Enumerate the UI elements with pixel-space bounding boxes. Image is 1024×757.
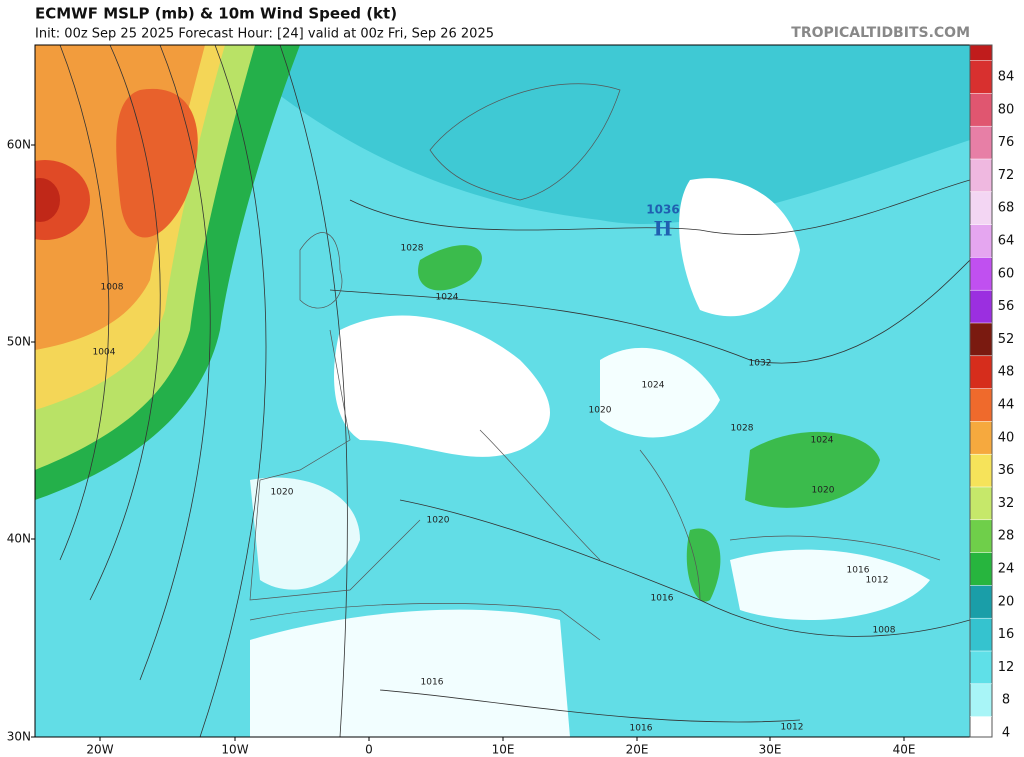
map bbox=[35, 45, 970, 737]
colorbar-label: 40 bbox=[998, 430, 1015, 445]
lon-label: 0 bbox=[365, 743, 373, 757]
colorbar-band bbox=[970, 421, 992, 455]
isobar-label: 1024 bbox=[642, 381, 665, 391]
colorbar-label: 60 bbox=[998, 266, 1015, 281]
lon-label: 30E bbox=[759, 743, 782, 757]
colorbar-label: 68 bbox=[998, 201, 1015, 216]
colorbar-label: 80 bbox=[998, 102, 1015, 117]
title: ECMWF MSLP (mb) & 10m Wind Speed (kt) bbox=[35, 5, 397, 23]
lat-label: 30N bbox=[7, 730, 31, 744]
lon-label: 20E bbox=[626, 743, 649, 757]
colorbar-band bbox=[970, 618, 992, 651]
colorbar-band bbox=[970, 126, 992, 159]
isobar-label: 1032 bbox=[749, 359, 772, 369]
colorbar-band bbox=[970, 257, 992, 291]
colorbar-band bbox=[970, 552, 992, 586]
subtitle: Init: 00z Sep 25 2025 Forecast Hour: [24… bbox=[35, 27, 494, 42]
colorbar-label: 32 bbox=[998, 496, 1015, 511]
lat-label: 60N bbox=[7, 138, 31, 152]
isobar-label: 1008 bbox=[873, 626, 896, 636]
high-symbol: H bbox=[654, 217, 673, 241]
isobar-label: 1028 bbox=[731, 424, 754, 434]
colorbar-label: 28 bbox=[998, 529, 1015, 544]
colorbar-label: 16 bbox=[998, 627, 1015, 642]
colorbar-label: 76 bbox=[998, 135, 1015, 150]
colorbar-band bbox=[970, 93, 992, 127]
colorbar-band bbox=[970, 716, 992, 737]
coastlines bbox=[249, 83, 941, 641]
isobar-label: 1028 bbox=[401, 244, 424, 254]
isobar-label: 1020 bbox=[812, 486, 835, 496]
isobar-label: 1012 bbox=[781, 723, 804, 733]
colorbar-band bbox=[970, 323, 992, 356]
colorbar-band bbox=[970, 159, 992, 192]
colorbar-band bbox=[970, 585, 992, 619]
isobar-label: 1016 bbox=[651, 594, 674, 604]
colorbar-label: 36 bbox=[998, 463, 1015, 478]
colorbar-label: 56 bbox=[998, 299, 1015, 314]
colorbar-label: 72 bbox=[998, 168, 1015, 183]
colorbar-band bbox=[970, 519, 992, 553]
lat-label: 50N bbox=[7, 335, 31, 349]
colorbar-label: 48 bbox=[998, 365, 1015, 380]
colorbar-label: 44 bbox=[998, 398, 1015, 413]
colorbar-band bbox=[970, 487, 992, 520]
colorbar-label: 24 bbox=[998, 562, 1015, 577]
isobar-label: 1016 bbox=[847, 566, 870, 576]
colorbar-label: 12 bbox=[998, 660, 1015, 675]
colorbar-band bbox=[970, 60, 992, 94]
colorbar-band bbox=[970, 290, 992, 323]
colorbar-label: 20 bbox=[998, 594, 1015, 609]
isobar-label: 1020 bbox=[427, 516, 450, 526]
isobar-label: 1024 bbox=[436, 293, 459, 303]
colorbar-label: 64 bbox=[998, 234, 1015, 249]
isobar-label: 1008 bbox=[101, 283, 124, 293]
colorbar-band bbox=[970, 683, 992, 717]
colorbar-label: 4 bbox=[1002, 726, 1010, 741]
colorbar-band bbox=[970, 191, 992, 225]
isobar-label: 1020 bbox=[271, 488, 294, 498]
colorbar-band bbox=[970, 45, 992, 61]
colorbar-label: 52 bbox=[998, 332, 1015, 347]
brand: TROPICALTIDBITS.COM bbox=[791, 25, 970, 41]
colorbar-label: 8 bbox=[1002, 693, 1010, 708]
isobar-label: 1020 bbox=[589, 406, 612, 416]
lon-label: 10W bbox=[221, 743, 248, 757]
isobar-label: 1016 bbox=[630, 724, 653, 734]
colorbar-band bbox=[970, 224, 992, 258]
colorbar-label: 84 bbox=[998, 70, 1015, 85]
isobar-label: 1024 bbox=[811, 436, 834, 446]
lon-label: 20W bbox=[86, 743, 113, 757]
isobar-label: 1016 bbox=[421, 678, 444, 688]
colorbar-band bbox=[970, 388, 992, 422]
high-pressure: 1036 bbox=[646, 203, 679, 217]
colorbar-band bbox=[970, 651, 992, 684]
lon-label: 10E bbox=[492, 743, 515, 757]
isobar-label: 1012 bbox=[866, 576, 889, 586]
colorbar-band bbox=[970, 454, 992, 487]
colorbar-frame bbox=[969, 44, 993, 738]
lon-label: 40E bbox=[893, 743, 916, 757]
isobar-label: 1004 bbox=[93, 348, 116, 358]
isobars bbox=[59, 45, 970, 737]
colorbar-band bbox=[970, 355, 992, 389]
lat-label: 40N bbox=[7, 532, 31, 546]
